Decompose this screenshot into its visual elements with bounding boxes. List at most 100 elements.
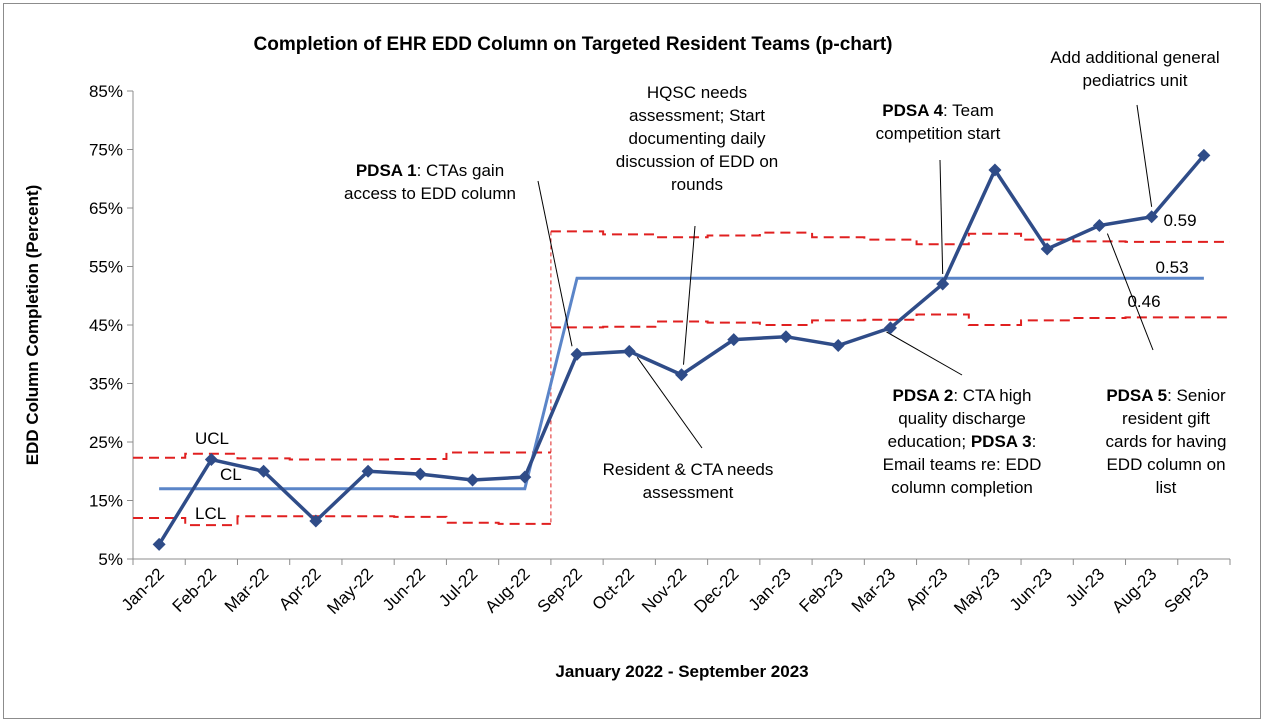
data-point [466, 473, 480, 487]
annotation-line: resident gift [1122, 409, 1210, 428]
annotation-line: pediatrics unit [1083, 71, 1188, 90]
annotation-pdsa1: PDSA 1: CTAs gain access to EDD column [344, 161, 516, 203]
annotation-text: assessment; Start [629, 106, 765, 125]
x-tick-label: Jan-23 [745, 564, 795, 614]
data-point [883, 321, 897, 335]
annotation-line: HQSC needs [647, 83, 747, 102]
annotation-text: rounds [671, 175, 723, 194]
annotation-text: Email teams re: EDD [883, 455, 1042, 474]
data-point [152, 537, 166, 551]
data-point [831, 338, 845, 352]
annotation-text: HQSC needs [647, 83, 747, 102]
x-tick-label: Sep-22 [534, 564, 586, 616]
annotation-text: discussion of EDD on [616, 152, 779, 171]
data-point [988, 163, 1002, 177]
x-tick-label: Nov-22 [638, 564, 690, 616]
x-tick-label: Jun-22 [379, 564, 429, 614]
annotation-pdsa5: PDSA 5: Senior resident gift cards for hav… [1106, 386, 1227, 497]
y-tick-label: 65% [89, 199, 123, 218]
annotation-text: : Team [943, 101, 994, 120]
data-point [257, 464, 271, 478]
y-tick-label: 35% [89, 375, 123, 394]
annotation-line: discussion of EDD on [616, 152, 779, 171]
data-point [936, 277, 950, 291]
y-tick-label: 25% [89, 433, 123, 452]
data-point [675, 368, 688, 382]
ucl-value-label: 0.59 [1163, 211, 1196, 230]
data-point [518, 470, 532, 484]
x-tick-label: Feb-23 [796, 564, 848, 616]
annotation-text: Resident & CTA needs [603, 460, 774, 479]
annotation-bold-text: PDSA 5 [1106, 386, 1167, 405]
x-tick-label: Jul-23 [1062, 564, 1108, 610]
annotation-bold-text: PDSA 1 [356, 161, 417, 180]
x-tick-label: Mar-22 [221, 564, 273, 616]
data-point [622, 344, 636, 358]
x-tick-label: Jan-22 [118, 564, 168, 614]
annotation-pdsa23: PDSA 2: CTA high quality discharge educati… [883, 386, 1042, 497]
x-tick-label: May-23 [950, 564, 1004, 618]
annotation-leader-line [537, 180, 573, 347]
cl-label: CL [220, 465, 242, 484]
annotation-line: Email teams re: EDD [883, 455, 1042, 474]
annotation-text: EDD column on [1106, 455, 1225, 474]
lcl-label: LCL [195, 504, 226, 523]
axes [127, 90, 1231, 565]
annotation-leader-line [1136, 104, 1153, 207]
y-tick-label: 75% [89, 141, 123, 160]
annotations: PDSA 1: CTAs gain access to EDD column HQS… [344, 48, 1226, 502]
y-tick-label: 45% [89, 316, 123, 335]
annotation-text: column completion [891, 478, 1033, 497]
annotation-line: PDSA 4: Team [882, 101, 994, 120]
control-limits [133, 230, 1230, 527]
annotation-text: Add additional general [1050, 48, 1219, 67]
annotation-line: EDD column on [1106, 455, 1225, 474]
x-tick-label: Feb-22 [169, 564, 221, 616]
annotation-text: documenting daily [628, 129, 766, 148]
cl-value-label: 0.53 [1155, 258, 1188, 277]
data-series [152, 148, 1211, 551]
annotation-text: resident gift [1122, 409, 1210, 428]
ucl-label: UCL [195, 429, 229, 448]
center-line [159, 276, 1204, 491]
annotation-text: education; [888, 432, 971, 451]
lcl-line [133, 515, 551, 527]
annotation-addunit: Add additional general pediatrics unit [1050, 48, 1219, 90]
annotation-text: cards for having [1106, 432, 1227, 451]
annotation-line: access to EDD column [344, 184, 516, 203]
annotation-text: : [1032, 432, 1037, 451]
annotation-text: list [1156, 478, 1177, 497]
x-axis-label: January 2022 - September 2023 [555, 662, 808, 681]
annotation-line: cards for having [1106, 432, 1227, 451]
y-tick-label: 55% [89, 258, 123, 277]
annotation-text: access to EDD column [344, 184, 516, 203]
x-tick-label: Apr-22 [275, 564, 325, 614]
data-point [1145, 210, 1159, 224]
data-point [779, 330, 793, 344]
limit-labels: UCL CL LCL 0.59 0.53 0.46 [195, 211, 1197, 523]
annotation-bold-text: PDSA 2 [893, 386, 954, 405]
annotation-text: quality discharge [898, 409, 1026, 428]
data-point [361, 464, 375, 478]
annotation-leader-line [939, 159, 944, 275]
annotation-line: PDSA 1: CTAs gain [356, 161, 504, 180]
annotation-text: : CTAs gain [417, 161, 505, 180]
x-tick-label: Jul-22 [435, 564, 481, 610]
annotation-text: competition start [876, 124, 1001, 143]
annotation-line: list [1156, 478, 1177, 497]
annotation-leader-line [886, 331, 963, 376]
annotation-line: quality discharge [898, 409, 1026, 428]
annotation-text: : Senior [1167, 386, 1226, 405]
y-tick-label: 85% [89, 82, 123, 101]
x-tick-label: May-22 [323, 564, 377, 618]
annotation-text: assessment [643, 483, 734, 502]
annotation-leader-line [1106, 233, 1154, 351]
annotation-resident: Resident & CTA needs assessment [603, 460, 774, 502]
annotation-hqsc: HQSC needs assessment; Start documenting d… [616, 83, 779, 194]
annotation-line: competition start [876, 124, 1001, 143]
annotation-line: column completion [891, 478, 1033, 497]
annotation-line: Resident & CTA needs [603, 460, 774, 479]
annotation-line: assessment [643, 483, 734, 502]
annotation-line: PDSA 2: CTA high [893, 386, 1032, 405]
